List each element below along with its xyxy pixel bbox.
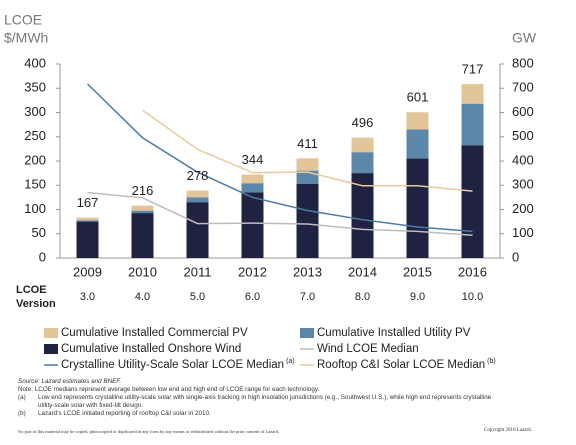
total-label: 167 <box>77 195 99 210</box>
total-label: 411 <box>297 136 318 151</box>
legend-note: (b) <box>487 358 496 365</box>
legend-note: (a) <box>286 358 295 365</box>
y2-tick-label: 200 <box>512 201 534 216</box>
x-tick-label: 2010 <box>128 264 157 279</box>
footnote-mark: (b) <box>18 410 26 417</box>
bar-segment <box>406 158 429 258</box>
legend-label: Cumulative Installed Commercial PV <box>61 327 248 339</box>
y2-tick-label: 0 <box>512 249 519 264</box>
bar-segment <box>186 197 209 203</box>
x-tick-label: 2009 <box>73 264 102 279</box>
version-label: 7.0 <box>300 291 315 303</box>
y-tick-label: 0 <box>39 249 46 264</box>
y-tick-label: 50 <box>32 225 46 240</box>
bar-segment <box>241 192 264 258</box>
bar-segment <box>186 202 209 258</box>
total-label: 496 <box>352 115 374 130</box>
total-label: 344 <box>242 152 264 167</box>
bar-segment <box>76 221 99 258</box>
x-tick-label: 2015 <box>403 264 432 279</box>
bar-segment <box>296 158 319 171</box>
y2-tick-label: 400 <box>512 152 534 167</box>
line <box>86 83 473 233</box>
y2-tick-label: 700 <box>512 80 534 95</box>
legend-label: Cumulative Installed Utility PV <box>317 327 471 339</box>
legend-label: Wind LCOE Median <box>317 343 419 355</box>
bar-segment <box>76 220 99 222</box>
version-label: 4.0 <box>135 291 150 303</box>
bar-segment <box>76 217 99 221</box>
version-label: 10.0 <box>462 291 483 303</box>
note: Note: LCOE medians represent average bet… <box>18 386 320 393</box>
bar-segment <box>461 84 484 104</box>
version-label: 3.0 <box>80 291 95 303</box>
legend-swatch <box>44 344 58 354</box>
version-header: LCOE Version <box>16 284 56 310</box>
y-tick-label: 300 <box>24 104 46 119</box>
bar-segment <box>186 190 209 198</box>
y-tick-label: 350 <box>24 80 46 95</box>
x-tick-label: 2012 <box>238 264 267 279</box>
legend-swatch <box>44 328 58 338</box>
line <box>142 109 473 192</box>
y-tick-label: 150 <box>24 177 46 192</box>
total-label: 601 <box>407 90 429 105</box>
bar-segment <box>461 103 484 146</box>
y2-tick-label: 800 <box>512 55 534 70</box>
version-label: 6.0 <box>245 291 260 303</box>
y2-tick-label: 500 <box>512 128 534 143</box>
bar-segment <box>351 137 374 153</box>
legend-label: Rooftop C&I Solar LCOE Median <box>317 359 485 371</box>
y-axis-label: LCOE <box>4 12 42 28</box>
legend-label: Cumulative Installed Onshore Wind <box>61 343 241 355</box>
y-axis-label: $/MWh <box>4 30 48 46</box>
bar-segment <box>296 183 319 258</box>
x-tick-label: 2014 <box>348 264 377 279</box>
line <box>87 191 473 236</box>
version-label: 8.0 <box>355 291 370 303</box>
footnote: Low end represents crystalline utility-s… <box>38 394 492 409</box>
version-label: 9.0 <box>410 291 425 303</box>
y-tick-label: 250 <box>24 128 46 143</box>
bar-segment <box>131 205 154 211</box>
y-tick-label: 400 <box>24 55 46 70</box>
bar-segment <box>131 213 154 258</box>
bar-segment <box>406 112 429 130</box>
y-tick-label: 100 <box>24 201 46 216</box>
y2-tick-label: 600 <box>512 104 534 119</box>
x-tick-label: 2011 <box>184 264 212 279</box>
bar-segment <box>131 210 154 214</box>
bar-segment <box>406 129 429 159</box>
y2-tick-label: 300 <box>512 177 534 192</box>
total-label: 717 <box>462 62 484 77</box>
legend-swatch <box>300 328 314 338</box>
y2-tick-label: 100 <box>512 225 534 240</box>
bar-segment <box>241 183 264 193</box>
x-tick-label: 2013 <box>293 264 322 279</box>
disclaimer: No part of this material may be copied, … <box>18 429 280 434</box>
copyright: Copyright 2016 Lazard. <box>484 428 532 433</box>
bar-segment <box>241 174 264 184</box>
legend-label: Crystalline Utility-Scale Solar LCOE Med… <box>61 359 284 371</box>
footnote: Lazard's LCOE initiated reporting of roo… <box>38 410 211 417</box>
x-tick-label: 2016 <box>458 264 487 279</box>
y2-axis-label: GW <box>512 30 537 46</box>
bar-segment <box>351 173 374 258</box>
bar-segment <box>351 152 374 174</box>
source: Source: Lazard estimates and BNEF. <box>18 378 122 385</box>
total-label: 216 <box>132 183 154 198</box>
bar-segment <box>461 145 484 258</box>
footnote-mark: (a) <box>18 394 26 401</box>
total-label: 278 <box>187 168 209 183</box>
y-tick-label: 200 <box>24 152 46 167</box>
version-label: 5.0 <box>190 291 205 303</box>
